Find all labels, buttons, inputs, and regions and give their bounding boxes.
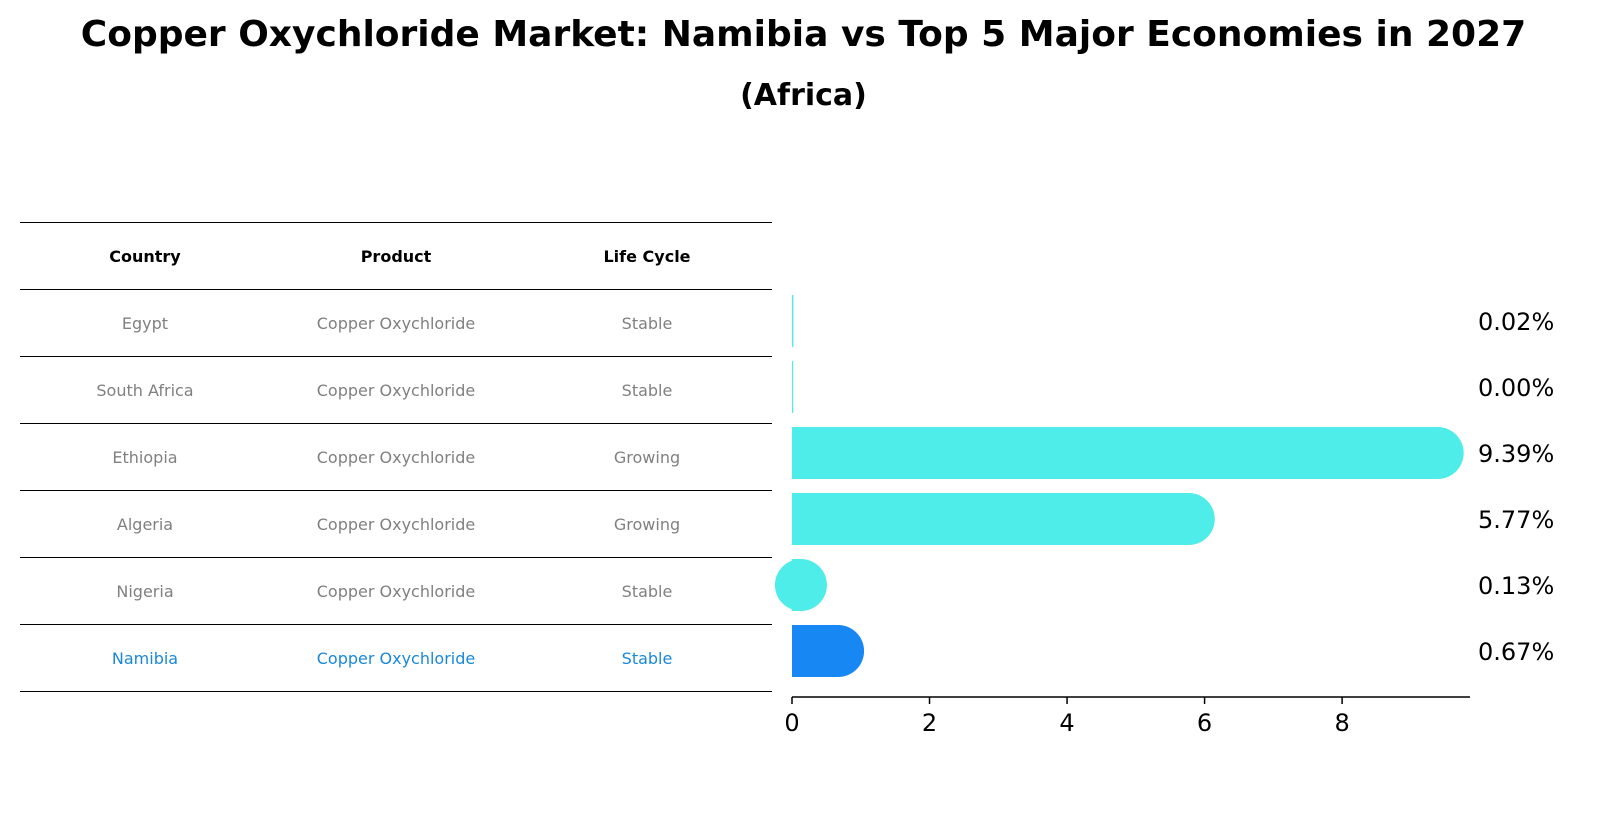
product-cell: Copper Oxychloride — [316, 313, 476, 333]
x-tick-label: 6 — [1197, 709, 1212, 737]
data-table: Country Product Life Cycle Egypt Copper … — [20, 222, 772, 692]
life-cycle-cell: Stable — [621, 380, 673, 400]
value-label-namibia: 0.67% — [1478, 638, 1554, 666]
product-cell: Copper Oxychloride — [316, 581, 476, 601]
table-row: Egypt Copper Oxychloride Stable — [20, 289, 772, 356]
bar-south-africa — [792, 361, 794, 413]
x-tick-label: 4 — [1059, 709, 1074, 737]
product-cell: Copper Oxychloride — [316, 514, 476, 534]
life-cycle-cell: Growing — [613, 447, 681, 467]
bar-egypt — [792, 295, 794, 347]
header-life-cycle: Life Cycle — [603, 246, 691, 266]
table-header-row: Country Product Life Cycle — [20, 222, 772, 289]
table-row: Ethiopia Copper Oxychloride Growing — [20, 423, 772, 490]
country-cell: Nigeria — [116, 581, 174, 601]
bar-algeria — [792, 493, 1189, 545]
country-cell: South Africa — [96, 380, 194, 400]
country-cell: Egypt — [121, 313, 169, 333]
value-label-nigeria: 0.13% — [1478, 572, 1554, 600]
bar-ethiopia — [792, 427, 1438, 479]
life-cycle-cell: Stable — [621, 648, 673, 668]
bar-cap-ethiopia — [1411, 427, 1464, 479]
country-cell: Namibia — [111, 648, 179, 668]
table-row: Nigeria Copper Oxychloride Stable — [20, 557, 772, 624]
life-cycle-cell: Stable — [621, 313, 673, 333]
table-row: South Africa Copper Oxychloride Stable — [20, 356, 772, 423]
product-cell: Copper Oxychloride — [316, 447, 476, 467]
table-row: Algeria Copper Oxychloride Growing — [20, 490, 772, 557]
header-country: Country — [109, 246, 181, 266]
value-label-south-africa: 0.00% — [1478, 374, 1554, 402]
country-cell: Ethiopia — [112, 447, 178, 467]
product-cell: Copper Oxychloride — [316, 380, 476, 400]
header-product: Product — [360, 246, 432, 266]
bar-cap-algeria — [1162, 493, 1215, 545]
life-cycle-cell: Growing — [613, 514, 681, 534]
value-label-algeria: 5.77% — [1478, 506, 1554, 534]
x-tick-label: 8 — [1334, 709, 1349, 737]
x-tick-label: 2 — [922, 709, 937, 737]
life-cycle-cell: Stable — [621, 581, 673, 601]
bar-cap-namibia — [812, 625, 865, 677]
product-cell: Copper Oxychloride — [316, 648, 476, 668]
value-label-egypt: 0.02% — [1478, 308, 1554, 336]
country-cell: Algeria — [116, 514, 174, 534]
table-row-highlight: Namibia Copper Oxychloride Stable — [20, 624, 772, 692]
chart-title: Copper Oxychloride Market: Namibia vs To… — [80, 14, 1527, 55]
bar-cap-nigeria — [774, 559, 827, 611]
x-tick-label: 0 — [784, 709, 799, 737]
value-label-ethiopia: 9.39% — [1478, 440, 1554, 468]
chart-subtitle: (Africa) — [740, 78, 867, 113]
